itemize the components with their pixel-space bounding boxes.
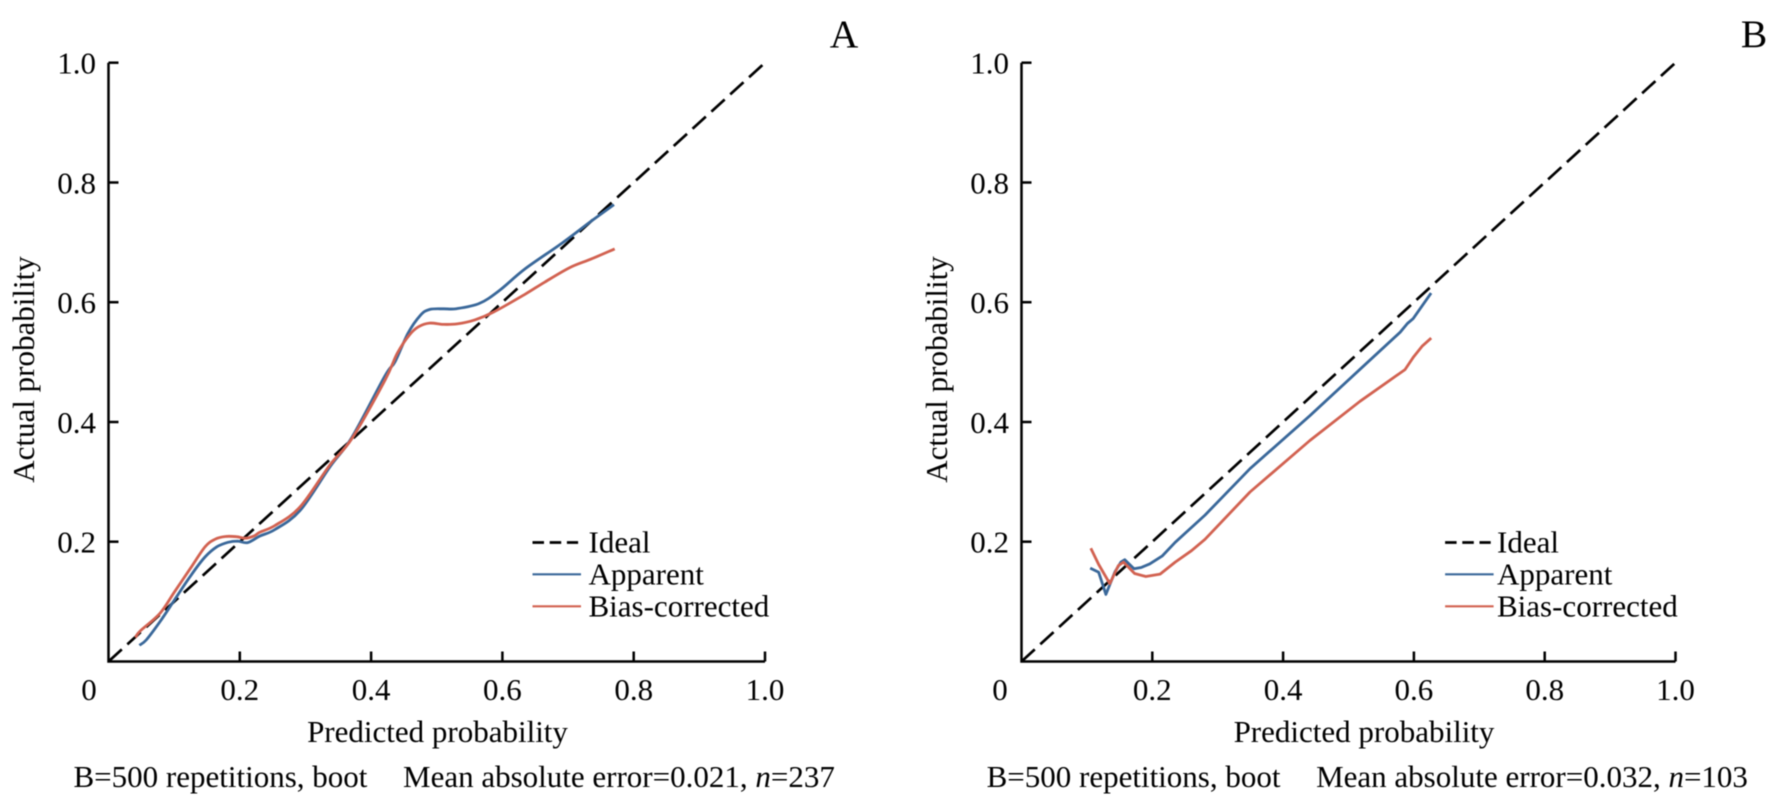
- svg-text:Bias-corrected: Bias-corrected: [589, 588, 770, 623]
- svg-text:Ideal: Ideal: [589, 525, 651, 560]
- svg-text:0.2: 0.2: [1133, 672, 1172, 707]
- svg-text:0: 0: [81, 672, 97, 707]
- svg-text:0.6: 0.6: [1395, 672, 1434, 707]
- svg-text:Bias-corrected: Bias-corrected: [1497, 588, 1678, 623]
- svg-text:0.6: 0.6: [57, 285, 96, 320]
- svg-text:1.0: 1.0: [57, 46, 96, 81]
- svg-text:0.2: 0.2: [220, 672, 259, 707]
- svg-text:Ideal: Ideal: [1497, 525, 1559, 560]
- svg-text:Actual probability: Actual probability: [6, 256, 41, 483]
- svg-text:0.8: 0.8: [1525, 672, 1564, 707]
- svg-text:0.4: 0.4: [57, 405, 96, 440]
- svg-text:0: 0: [992, 672, 1008, 707]
- svg-text:Apparent: Apparent: [589, 556, 705, 591]
- svg-text:Predicted probability: Predicted probability: [1234, 714, 1495, 749]
- svg-text:0.2: 0.2: [970, 525, 1009, 560]
- svg-text:Mean absolute error=0.032, n=1: Mean absolute error=0.032, n=103: [1316, 759, 1748, 794]
- svg-text:B=500 repetitions, boot: B=500 repetitions, boot: [74, 759, 368, 794]
- svg-text:0.2: 0.2: [57, 525, 96, 560]
- svg-text:B: B: [1741, 12, 1767, 56]
- svg-text:0.8: 0.8: [614, 672, 653, 707]
- svg-text:0.4: 0.4: [352, 672, 391, 707]
- svg-text:1.0: 1.0: [746, 672, 785, 707]
- svg-text:0.6: 0.6: [970, 285, 1009, 320]
- svg-text:1.0: 1.0: [970, 46, 1009, 81]
- svg-text:A: A: [830, 12, 859, 56]
- svg-text:Predicted probability: Predicted probability: [307, 714, 568, 749]
- svg-text:0.4: 0.4: [1264, 672, 1303, 707]
- svg-text:B=500 repetitions, boot: B=500 repetitions, boot: [987, 759, 1281, 794]
- svg-text:0.8: 0.8: [57, 166, 96, 201]
- svg-text:0.6: 0.6: [483, 672, 522, 707]
- svg-text:1.0: 1.0: [1656, 672, 1695, 707]
- svg-text:Apparent: Apparent: [1497, 556, 1613, 591]
- svg-text:Mean absolute error=0.021, n=2: Mean absolute error=0.021, n=237: [403, 759, 835, 794]
- svg-text:0.8: 0.8: [970, 166, 1009, 201]
- svg-text:Actual probability: Actual probability: [919, 256, 954, 483]
- svg-text:0.4: 0.4: [970, 405, 1009, 440]
